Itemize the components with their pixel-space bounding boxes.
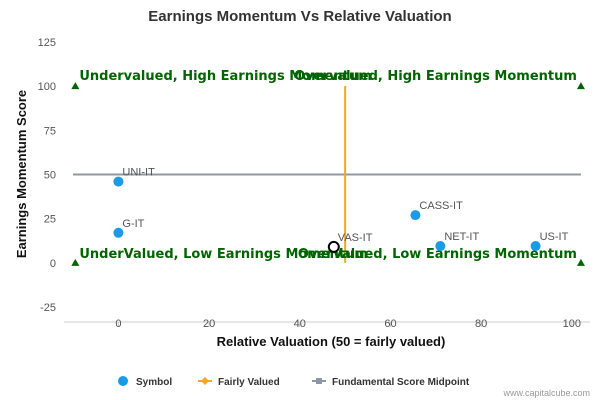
data-point-label: US-IT (540, 231, 569, 243)
x-tick-label: 60 (384, 318, 396, 330)
y-tick-labels: 125 100 75 50 25 0 -25 (38, 37, 56, 314)
legend-label: Fundamental Score Midpoint (332, 377, 470, 388)
quadrant-labels: Undervalued, High Earnings MomentumOverv… (79, 69, 577, 262)
legend-symbol-marker (118, 376, 128, 386)
data-point-label: NET-IT (444, 231, 479, 243)
credit-text: www.capitalcube.com (502, 388, 590, 398)
y-tick-label: 125 (38, 37, 56, 49)
corner-markers (71, 82, 585, 266)
y-tick-label: 25 (44, 214, 56, 226)
data-point (435, 241, 446, 252)
data-point-label: UNI-IT (122, 167, 155, 179)
x-tick-label: 100 (563, 318, 581, 330)
data-point-label: G-IT (122, 218, 144, 230)
data-point (530, 241, 541, 252)
legend-midpoint-square (316, 378, 322, 384)
corner-marker-triangle (576, 258, 585, 266)
quadrant-label: Overvalued, High Earnings Momentum (294, 69, 577, 84)
y-tick-label: -25 (40, 302, 56, 314)
reference-lines (73, 86, 581, 263)
y-axis-label: Earnings Momentum Score (14, 90, 29, 258)
quadrant-label: OverValued, Low Earnings Momentum (298, 247, 577, 262)
x-tick-label: 0 (115, 318, 121, 330)
x-tick-labels: 0 20 40 60 80 100 (115, 318, 581, 330)
data-point (410, 210, 421, 221)
quadrant-label: Undervalued, High Earnings Momentum (79, 69, 371, 84)
data-point-label: VAS-IT (338, 232, 373, 244)
data-point (327, 240, 340, 253)
legend: Symbol Fairly Valued Fundamental Score Mid… (118, 376, 470, 388)
y-tick-label: 100 (38, 81, 56, 93)
x-tick-label: 20 (203, 318, 215, 330)
data-point (113, 227, 124, 238)
corner-marker-triangle (576, 82, 585, 90)
y-tick-label: 50 (44, 170, 56, 182)
corner-marker-triangle (71, 258, 80, 266)
legend-fairly-valued-diamond (201, 377, 209, 385)
legend-label: Symbol (136, 377, 172, 388)
x-tick-label: 80 (475, 318, 487, 330)
quadrant-label: UnderValued, Low Earnings Momentum (79, 247, 368, 262)
y-tick-label: 0 (50, 258, 56, 270)
x-tick-label: 40 (294, 318, 306, 330)
corner-marker-triangle (71, 82, 80, 90)
data-points: UNI-IT G-IT CASS-IT VAS-IT NET-IT US-IT (113, 167, 569, 253)
y-tick-label: 75 (44, 125, 56, 137)
legend-label: Fairly Valued (218, 377, 280, 388)
data-point-label: CASS-IT (419, 200, 463, 212)
chart-title: Earnings Momentum Vs Relative Valuation (148, 8, 451, 25)
data-point (113, 176, 124, 187)
x-axis-label: Relative Valuation (50 = fairly valued) (217, 334, 446, 349)
